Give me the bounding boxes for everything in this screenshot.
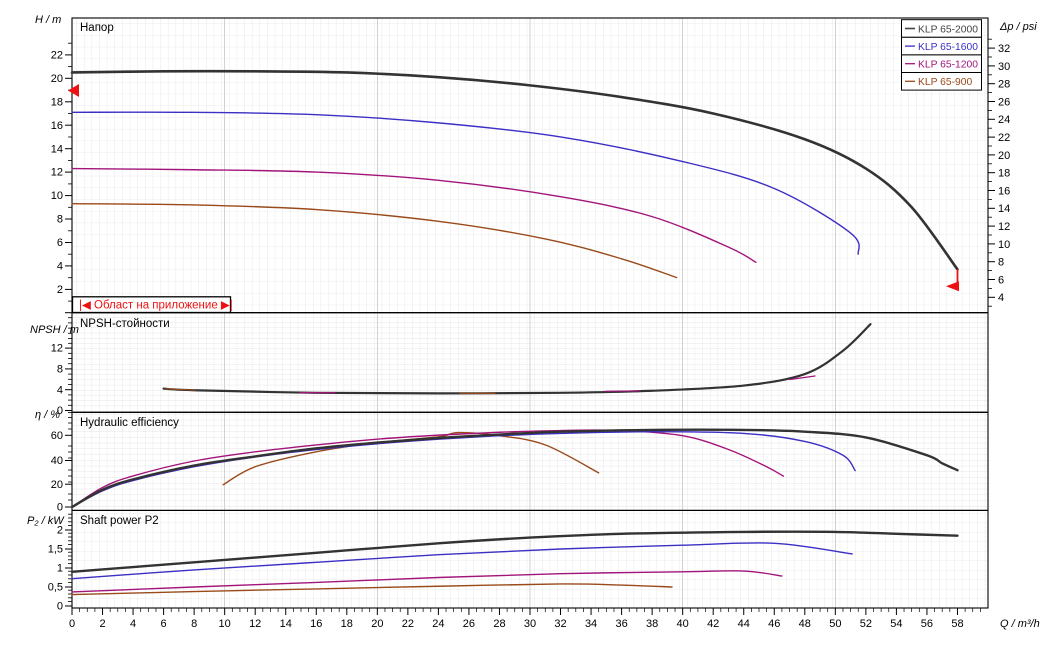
svg-text:P₂ / kW: P₂ / kW: [27, 515, 65, 527]
svg-text:32: 32: [554, 618, 566, 630]
svg-text:28: 28: [493, 618, 505, 630]
svg-text:12: 12: [998, 221, 1010, 233]
svg-text:24: 24: [432, 618, 444, 630]
svg-text:40: 40: [677, 618, 689, 630]
svg-text:14: 14: [51, 143, 63, 155]
svg-text:4: 4: [998, 292, 1004, 304]
svg-text:η / %: η / %: [35, 409, 60, 421]
svg-text:32: 32: [998, 43, 1010, 55]
svg-text:42: 42: [707, 618, 719, 630]
svg-text:12: 12: [51, 343, 63, 355]
svg-text:8: 8: [57, 214, 63, 226]
svg-text:H / m: H / m: [35, 14, 61, 26]
svg-text:36: 36: [615, 618, 627, 630]
svg-text:8: 8: [998, 257, 1004, 269]
svg-text:28: 28: [998, 79, 1010, 91]
svg-text:50: 50: [829, 618, 841, 630]
svg-text:46: 46: [768, 618, 780, 630]
svg-text:KLP 65-1200: KLP 65-1200: [918, 60, 978, 71]
svg-text:12: 12: [51, 167, 63, 179]
svg-text:4: 4: [57, 261, 63, 273]
svg-text:52: 52: [860, 618, 872, 630]
svg-text:20: 20: [51, 479, 63, 491]
svg-text:1: 1: [57, 563, 63, 575]
svg-text:12: 12: [249, 618, 261, 630]
svg-text:0: 0: [57, 502, 63, 514]
svg-text:30: 30: [998, 61, 1010, 73]
svg-text:4: 4: [130, 618, 136, 630]
svg-text:6: 6: [161, 618, 167, 630]
svg-text:1,5: 1,5: [48, 544, 63, 556]
svg-text:20: 20: [998, 150, 1010, 162]
svg-text:4: 4: [57, 384, 63, 396]
svg-text:56: 56: [921, 618, 933, 630]
svg-text:10: 10: [51, 190, 63, 202]
svg-text:30: 30: [524, 618, 536, 630]
svg-text:22: 22: [998, 132, 1010, 144]
svg-text:20: 20: [51, 73, 63, 85]
svg-text:Напор: Напор: [80, 22, 114, 34]
svg-text:18: 18: [998, 168, 1010, 180]
svg-text:58: 58: [951, 618, 963, 630]
svg-text:10: 10: [998, 239, 1010, 251]
svg-text:|◀ Област на приложение ▶|: |◀ Област на приложение ▶|: [79, 299, 233, 311]
svg-text:Hydraulic efficiency: Hydraulic efficiency: [80, 417, 179, 429]
svg-text:8: 8: [57, 364, 63, 376]
svg-text:8: 8: [191, 618, 197, 630]
svg-text:22: 22: [402, 618, 414, 630]
svg-text:2: 2: [57, 284, 63, 296]
svg-text:Shaft power P2: Shaft power P2: [80, 515, 159, 527]
svg-text:14: 14: [998, 203, 1010, 215]
svg-text:Q / m³/h: Q / m³/h: [1000, 618, 1040, 630]
svg-text:14: 14: [280, 618, 292, 630]
svg-text:KLP 65-2000: KLP 65-2000: [918, 24, 978, 35]
svg-text:Δp / psi: Δp / psi: [999, 21, 1037, 33]
svg-text:22: 22: [51, 50, 63, 62]
svg-text:NPSH / m: NPSH / m: [30, 324, 79, 336]
svg-text:24: 24: [998, 114, 1010, 126]
svg-text:0: 0: [57, 601, 63, 613]
svg-text:KLP 65-900: KLP 65-900: [918, 77, 972, 88]
svg-text:2: 2: [99, 618, 105, 630]
svg-text:18: 18: [51, 96, 63, 108]
svg-text:34: 34: [585, 618, 597, 630]
svg-text:16: 16: [310, 618, 322, 630]
svg-text:KLP 65-1600: KLP 65-1600: [918, 42, 978, 53]
svg-text:0: 0: [69, 618, 75, 630]
svg-text:16: 16: [998, 185, 1010, 197]
svg-text:38: 38: [646, 618, 658, 630]
svg-text:48: 48: [799, 618, 811, 630]
svg-text:20: 20: [371, 618, 383, 630]
svg-text:10: 10: [219, 618, 231, 630]
svg-text:44: 44: [738, 618, 750, 630]
svg-text:NPSH-стойности: NPSH-стойности: [80, 318, 170, 330]
svg-text:0,5: 0,5: [48, 582, 63, 594]
svg-text:26: 26: [998, 96, 1010, 108]
svg-text:26: 26: [463, 618, 475, 630]
svg-text:18: 18: [341, 618, 353, 630]
svg-text:6: 6: [998, 274, 1004, 286]
svg-text:54: 54: [890, 618, 902, 630]
svg-text:40: 40: [51, 455, 63, 467]
svg-text:16: 16: [51, 120, 63, 132]
svg-text:60: 60: [51, 430, 63, 442]
svg-text:6: 6: [57, 237, 63, 249]
